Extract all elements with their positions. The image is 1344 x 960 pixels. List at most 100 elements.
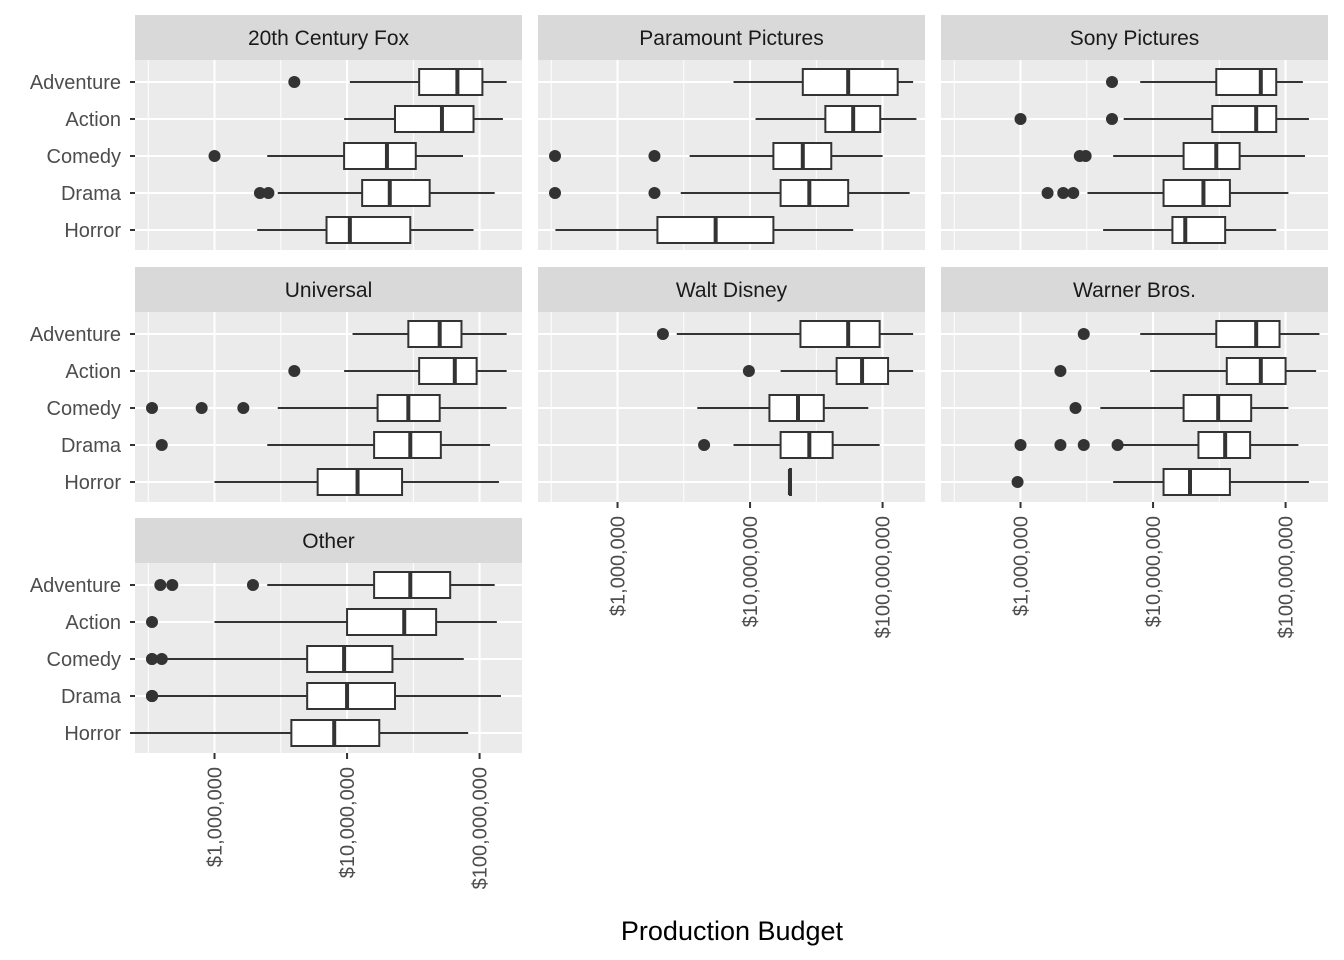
box-iqr bbox=[316, 468, 404, 496]
box-action bbox=[146, 608, 497, 636]
box-iqr bbox=[799, 320, 881, 348]
box-iqr bbox=[343, 142, 417, 170]
category-label-horror: Horror bbox=[64, 723, 121, 745]
x-tick-label: $1,000,000 bbox=[608, 516, 630, 616]
box-drama bbox=[155, 431, 491, 459]
x-tick-label: $100,000,000 bbox=[873, 516, 895, 638]
box-iqr bbox=[418, 357, 478, 385]
box-iqr bbox=[306, 682, 396, 710]
category-label-action: Action bbox=[65, 109, 121, 131]
outlier-point bbox=[246, 579, 259, 591]
outlier-point bbox=[262, 187, 275, 199]
box-iqr bbox=[779, 179, 850, 207]
outlier-point bbox=[1105, 113, 1118, 125]
box-horror bbox=[555, 216, 854, 244]
box-action bbox=[742, 357, 914, 385]
x-tick-label: $10,000,000 bbox=[1143, 516, 1165, 627]
box-iqr bbox=[1225, 357, 1287, 385]
facet-strip-label: Warner Bros. bbox=[1073, 279, 1196, 302]
outlier-point bbox=[698, 439, 711, 451]
category-labels-layer: Adventure Action Comedy Drama Horror Adventur… bbox=[30, 72, 135, 745]
outlier-point bbox=[549, 150, 561, 162]
facet-panel-universal: Universal bbox=[135, 267, 522, 502]
outlier-point bbox=[146, 402, 158, 414]
box-iqr bbox=[325, 216, 412, 244]
facet-panel-paramount-pictures: Paramount Pictures bbox=[538, 15, 925, 250]
box-action bbox=[755, 105, 917, 133]
facet-strip bbox=[135, 267, 522, 312]
facet-strip bbox=[941, 15, 1328, 60]
outlier-point bbox=[154, 579, 167, 591]
box-iqr bbox=[361, 179, 431, 207]
box-action bbox=[1014, 105, 1309, 133]
x-axis-warner-bros: $1,000,000 $10,000,000 $100,000,000 bbox=[1011, 502, 1298, 638]
box-action bbox=[344, 105, 503, 133]
facet-panel-sony-pictures: Sony Pictures bbox=[941, 15, 1328, 250]
box-adventure bbox=[288, 68, 507, 96]
facet-strip bbox=[538, 267, 925, 312]
box-horror bbox=[1011, 468, 1309, 496]
category-label-adventure: Adventure bbox=[30, 72, 121, 94]
facet-strip-label: Walt Disney bbox=[676, 279, 788, 302]
box-adventure bbox=[733, 68, 914, 96]
category-label-horror: Horror bbox=[64, 472, 121, 494]
category-label-action: Action bbox=[65, 361, 121, 383]
facet-panel-walt-disney: Walt Disney bbox=[538, 267, 925, 502]
box-comedy bbox=[1069, 394, 1289, 422]
category-label-comedy: Comedy bbox=[47, 649, 121, 671]
outlier-point bbox=[208, 150, 221, 162]
box-adventure bbox=[352, 320, 507, 348]
box-action bbox=[288, 357, 507, 385]
outlier-point bbox=[195, 402, 208, 414]
box-comedy bbox=[697, 394, 869, 422]
outlier-point bbox=[166, 579, 179, 591]
outlier-point bbox=[1079, 150, 1092, 162]
box-comedy bbox=[549, 142, 883, 170]
category-label-drama: Drama bbox=[61, 435, 122, 457]
box-iqr bbox=[779, 431, 834, 459]
box-comedy bbox=[208, 142, 464, 170]
box-iqr bbox=[1162, 468, 1231, 496]
facet-strip-label: Universal bbox=[285, 279, 373, 302]
box-comedy bbox=[1073, 142, 1305, 170]
box-horror bbox=[214, 468, 499, 496]
box-iqr bbox=[407, 320, 463, 348]
panels-layer: 20th Century Fox Paramount Pictures Sony P… bbox=[134, 15, 1328, 753]
x-tick-label: $10,000,000 bbox=[337, 767, 359, 878]
box-action bbox=[1054, 357, 1317, 385]
box-iqr bbox=[1182, 142, 1241, 170]
box-iqr bbox=[801, 68, 899, 96]
outlier-point bbox=[549, 187, 561, 199]
x-tick-label: $100,000,000 bbox=[1276, 516, 1298, 638]
box-iqr bbox=[306, 645, 394, 673]
box-comedy bbox=[146, 645, 464, 673]
box-drama bbox=[549, 179, 910, 207]
outlier-point bbox=[1105, 76, 1118, 88]
outlier-point bbox=[288, 76, 301, 88]
outlier-point bbox=[155, 653, 168, 665]
facet-strip-label: 20th Century Fox bbox=[248, 27, 410, 50]
outlier-point bbox=[1011, 476, 1024, 488]
box-iqr bbox=[1171, 216, 1227, 244]
facet-strip-label: Sony Pictures bbox=[1070, 27, 1200, 50]
box-iqr bbox=[418, 68, 484, 96]
outlier-point bbox=[288, 365, 301, 377]
outlier-point bbox=[742, 365, 755, 377]
box-drama bbox=[253, 179, 495, 207]
box-iqr bbox=[1162, 179, 1231, 207]
outlier-point bbox=[1057, 187, 1070, 199]
facet-strip bbox=[135, 15, 522, 60]
outlier-point bbox=[1077, 439, 1090, 451]
box-horror bbox=[257, 216, 474, 244]
outlier-point bbox=[146, 616, 158, 628]
outlier-point bbox=[1014, 113, 1027, 125]
facet-panel-warner-bros: Warner Bros. bbox=[941, 267, 1328, 502]
box-iqr bbox=[373, 431, 442, 459]
box-iqr bbox=[1215, 68, 1278, 96]
outlier-point bbox=[146, 653, 158, 665]
x-tick-label: $1,000,000 bbox=[1011, 516, 1033, 616]
x-tick-label: $100,000,000 bbox=[470, 767, 492, 889]
box-adventure bbox=[656, 320, 914, 348]
box-horror bbox=[134, 719, 469, 747]
category-label-adventure: Adventure bbox=[30, 575, 121, 597]
